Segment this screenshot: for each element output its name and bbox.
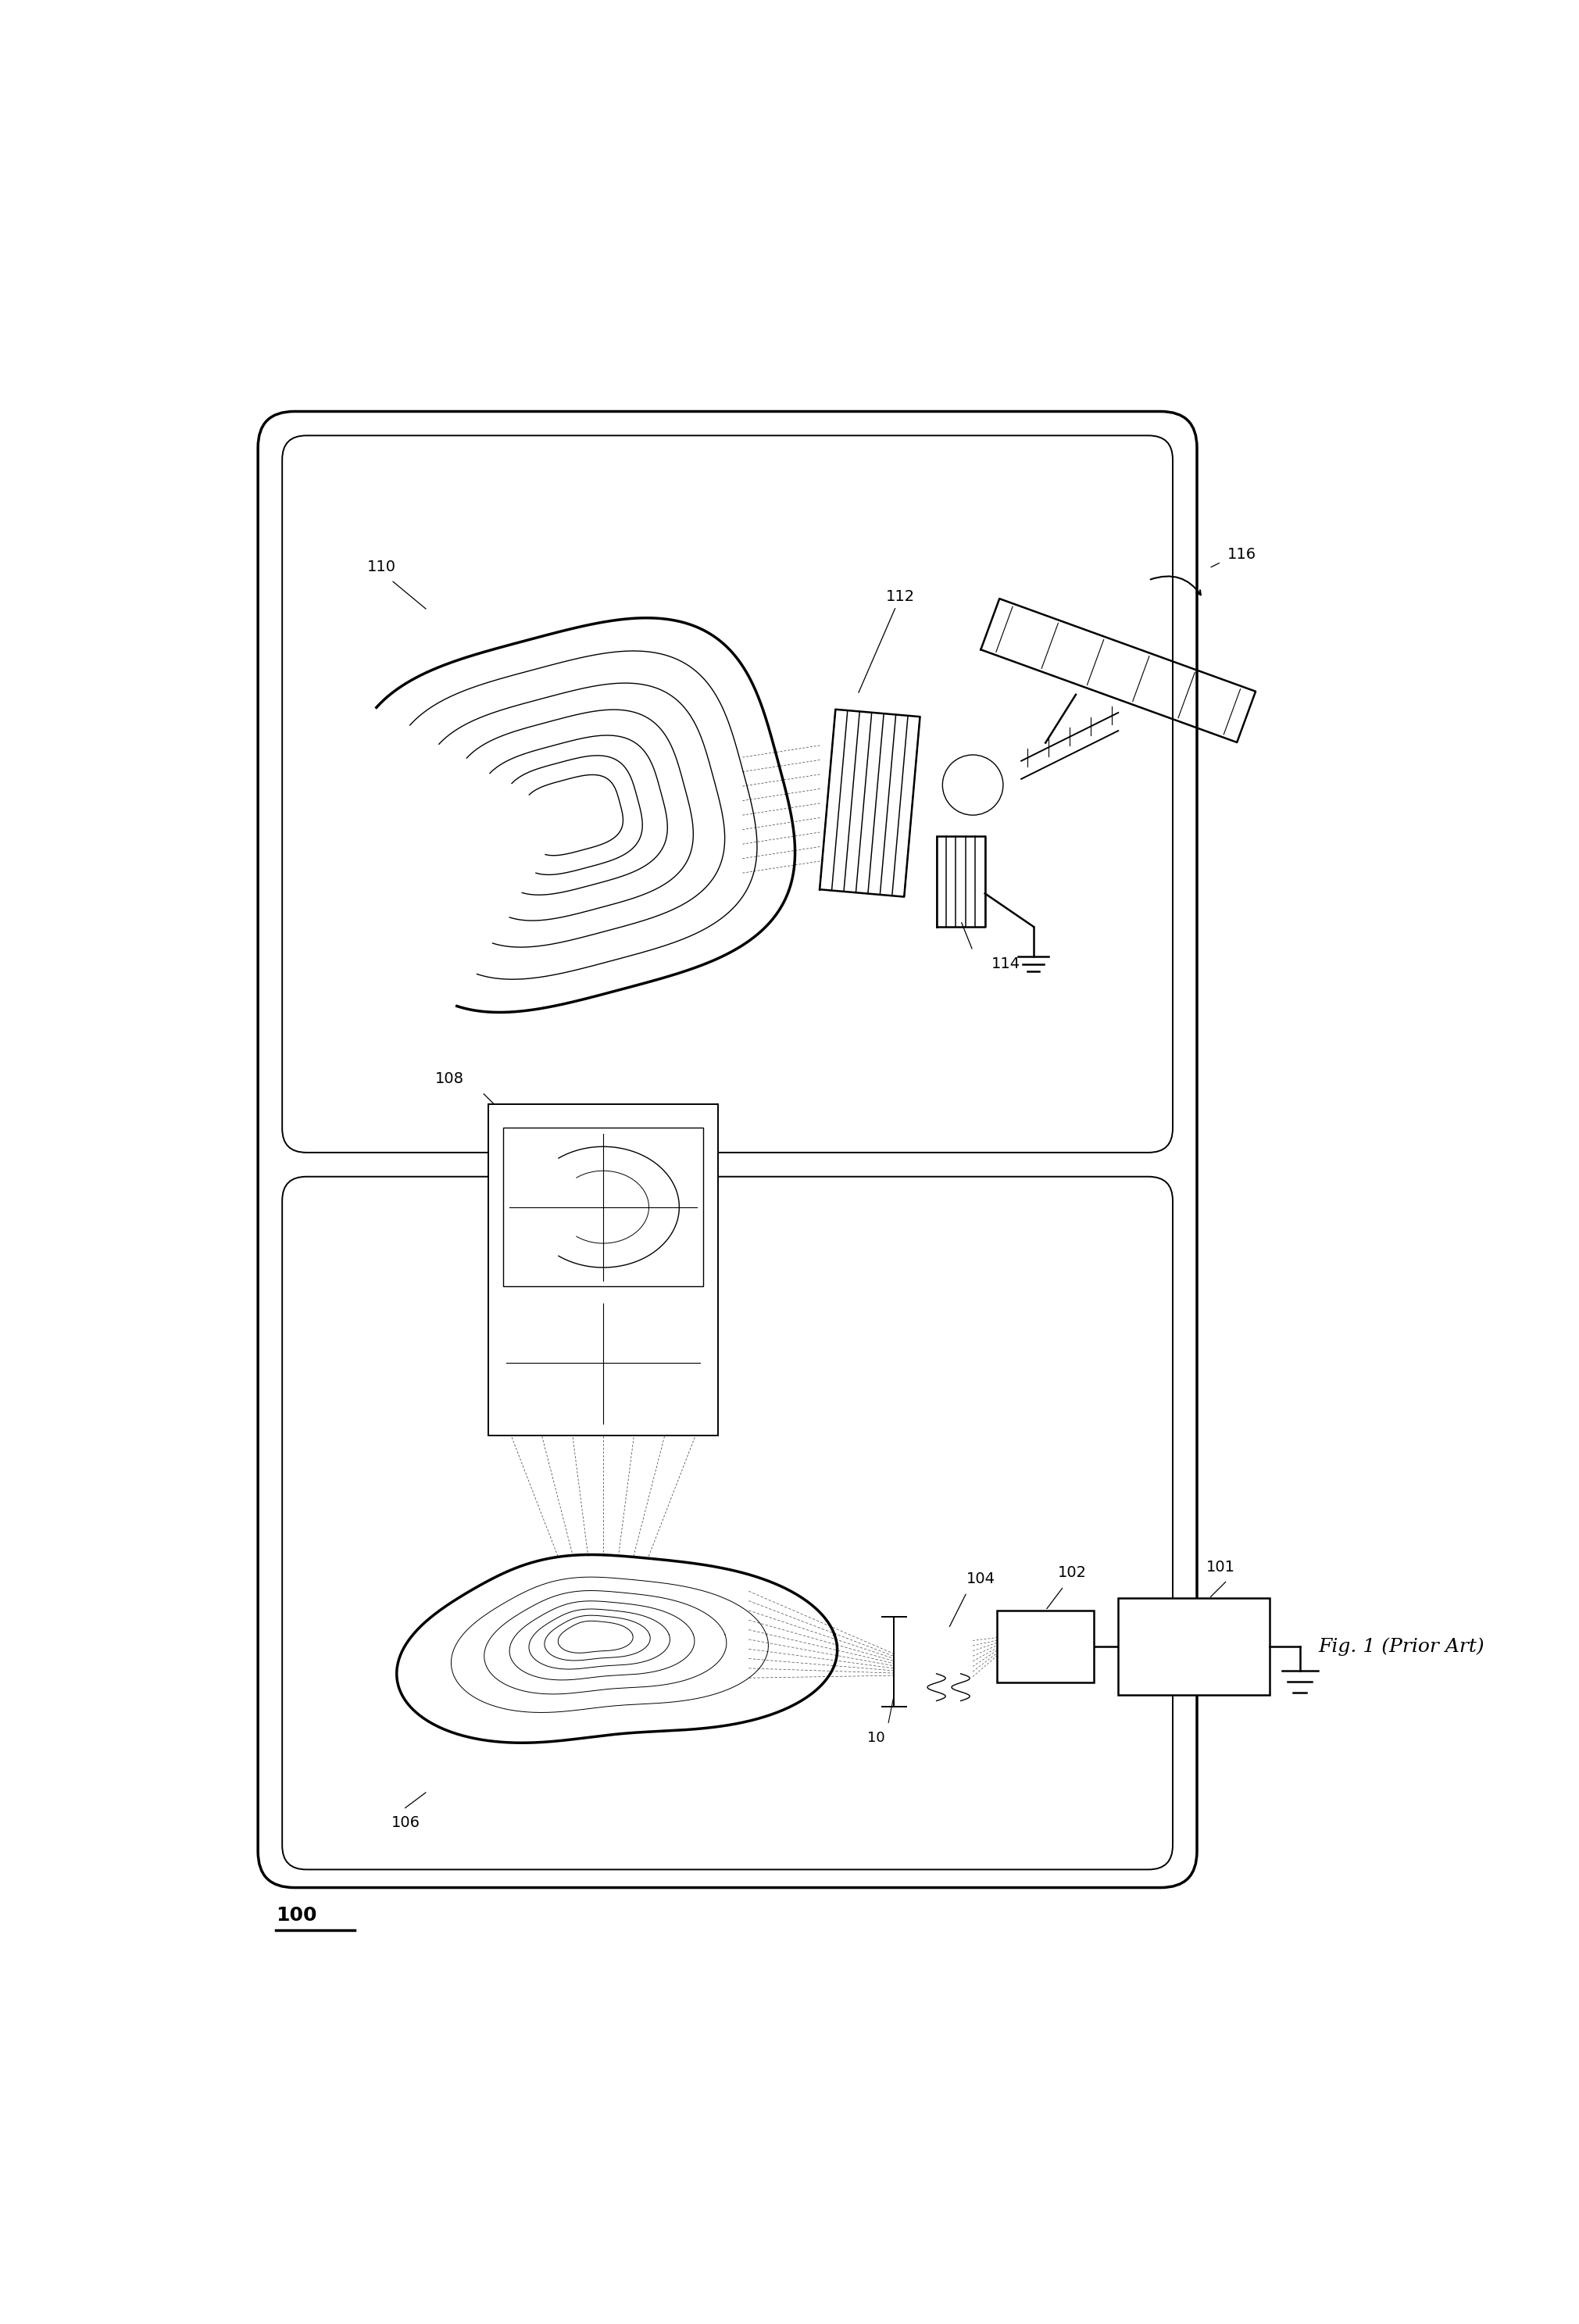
- Text: 116: 116: [1227, 546, 1257, 562]
- Text: 104: 104: [966, 1571, 996, 1587]
- Bar: [996, 1611, 1094, 1683]
- FancyBboxPatch shape: [257, 411, 1197, 1887]
- Text: 112: 112: [859, 590, 914, 693]
- Bar: [488, 1104, 718, 1436]
- Text: 101: 101: [1206, 1559, 1235, 1573]
- FancyBboxPatch shape: [283, 1176, 1173, 1868]
- Text: 106: 106: [392, 1815, 420, 1829]
- Circle shape: [943, 755, 1003, 816]
- Text: 10: 10: [867, 1731, 884, 1745]
- Bar: [1118, 1599, 1270, 1694]
- Bar: [504, 1127, 703, 1287]
- Text: 110: 110: [366, 560, 396, 574]
- FancyBboxPatch shape: [283, 435, 1173, 1153]
- Text: 108: 108: [436, 1071, 464, 1085]
- Text: 102: 102: [1058, 1566, 1086, 1580]
- Text: Fig. 1 (Prior Art): Fig. 1 (Prior Art): [1318, 1638, 1484, 1655]
- Text: 100: 100: [276, 1906, 317, 1924]
- Text: 114: 114: [992, 957, 1020, 971]
